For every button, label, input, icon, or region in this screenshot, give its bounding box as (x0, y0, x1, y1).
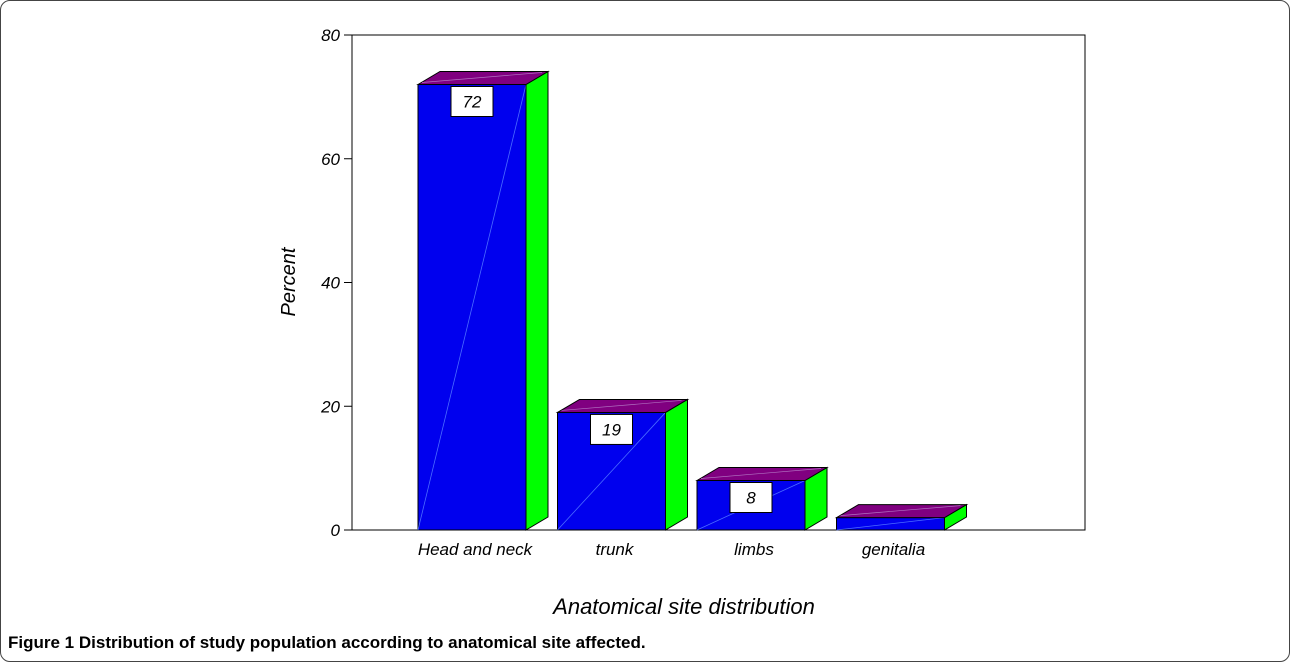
data-label: 8 (746, 489, 756, 508)
bar-top-highlight (840, 505, 961, 516)
bar: 8 (695, 466, 829, 531)
x-tick-label: trunk (596, 540, 635, 559)
x-axis: Head and neck trunk limbs genitalia (418, 540, 925, 559)
y-tick-label: 20 (320, 397, 340, 416)
bar-top-highlight (421, 72, 543, 83)
x-axis-label: Anatomical site distribution (551, 594, 815, 619)
data-label-box (729, 482, 773, 513)
data-label-box (590, 413, 633, 445)
y-tick-label: 40 (321, 274, 340, 293)
y-tick-label: 0 (331, 521, 341, 540)
y-axis-label: Percent (278, 246, 300, 316)
y-tick-label: 60 (321, 150, 340, 169)
bar: 72 (416, 70, 550, 531)
bar (834, 503, 969, 531)
bars: 72 19 8 (416, 70, 969, 531)
y-tick-label: 80 (321, 26, 340, 45)
x-tick-label: limbs (734, 540, 774, 559)
bar-top-highlight (561, 400, 682, 411)
figure-caption: Figure 1 Distribution of study populatio… (8, 633, 646, 653)
bar: 19 (555, 398, 690, 531)
data-label: 19 (602, 420, 621, 439)
caption-text: Distribution of study population accordi… (78, 633, 646, 652)
figure-label: Figure 1 (8, 633, 75, 652)
y-axis: 0 20 40 60 80 (320, 26, 352, 540)
bar-chart: 0 20 40 60 80 72 19 8 Head and neck trunk limbs g… (278, 26, 1086, 619)
data-label: 72 (463, 93, 482, 112)
bar-side (525, 70, 549, 531)
bar-top-highlight (700, 468, 822, 479)
bar-diagonal (557, 412, 666, 531)
x-tick-label: Head and neck (418, 540, 534, 559)
x-tick-label: genitalia (862, 540, 925, 559)
bar-diagonal (417, 84, 527, 531)
data-label-box (450, 86, 494, 117)
bar-side (665, 398, 688, 531)
bar-diagonal (836, 517, 945, 531)
